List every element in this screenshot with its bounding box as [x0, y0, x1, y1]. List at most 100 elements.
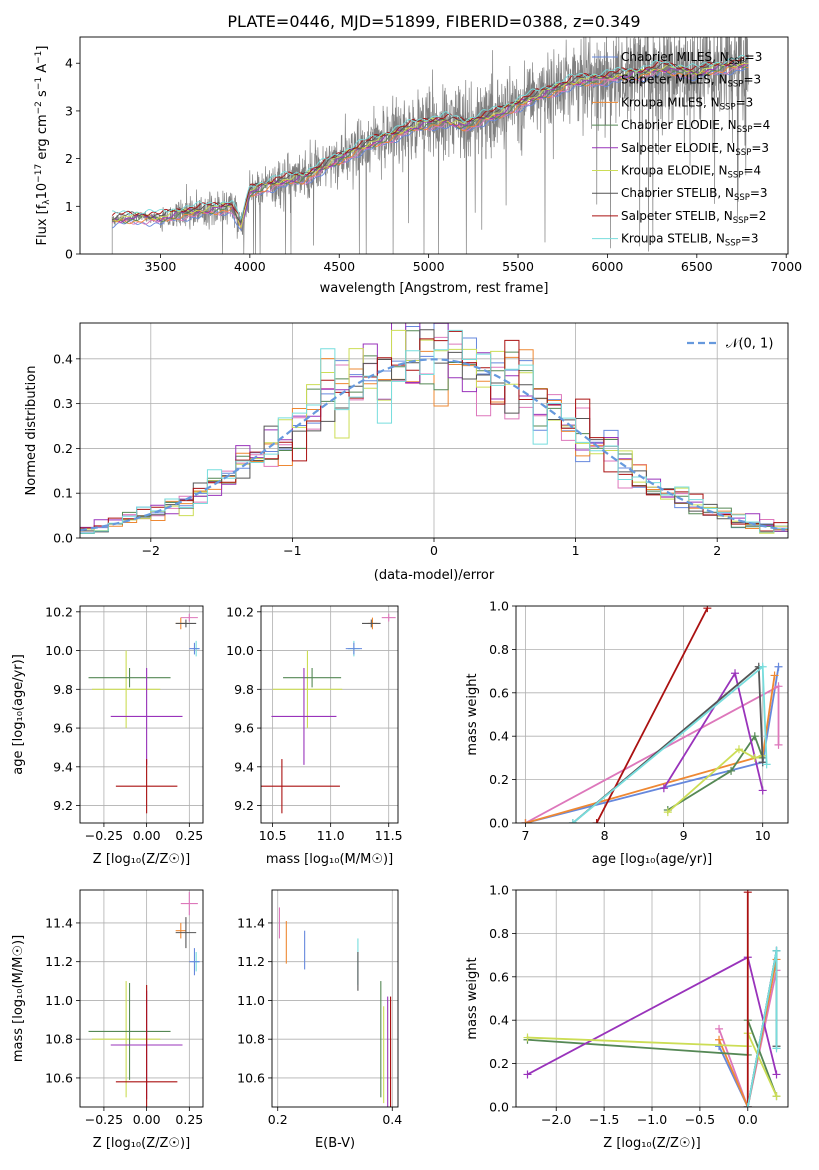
y-tick-label: 9.2 — [53, 798, 73, 813]
y-tick-label: 9.8 — [234, 682, 254, 697]
x-tick-label: 6500 — [681, 259, 713, 274]
x-tick-label: 1 — [572, 543, 580, 558]
plot-area-weight_vs_Z — [516, 890, 788, 1107]
plot-area-mass_vs_ebv — [272, 890, 398, 1107]
y-tick-label: 10.2 — [45, 604, 73, 619]
axes-frame — [260, 605, 399, 824]
weight-line-chabrier_miles — [525, 666, 780, 823]
axes-frame — [79, 605, 204, 824]
x-axis-label: mass [log₁₀(M/M☉)] — [266, 852, 393, 867]
axes-frame — [515, 605, 789, 824]
weight-marker-kroupa_elodie — [750, 753, 759, 762]
weight-marker-kroupa_stelib — [772, 946, 781, 955]
plot-area-residuals — [80, 323, 788, 538]
x-axis-label: Z [log₁₀(Z/Z☉)] — [93, 1136, 190, 1151]
y-tick-label: 0.2 — [53, 441, 73, 456]
y-tick-label: 0.2 — [489, 1056, 509, 1071]
x-axis-label: wavelength [Angstrom, rest frame] — [320, 281, 549, 296]
y-axis-label: mass weight — [465, 673, 480, 755]
x-tick-label: −0.25 — [85, 1112, 123, 1127]
legend-entry-salpeter_stelib: Salpeter STELIB, NSSP=2 — [621, 209, 766, 226]
x-tick-label: −0.25 — [85, 828, 123, 843]
x-tick-label: 3500 — [145, 259, 177, 274]
x-tick-label: 11.0 — [317, 828, 345, 843]
weight-marker-kroupa_elodie — [734, 745, 743, 754]
x-tick-label: 5500 — [502, 259, 534, 274]
axes-weight_vs_Z: −2.0 −1.5 −1.0 −0.5 0.0 0.0 0.2 0.4 0.6 0.8 1.0 Z [… — [465, 883, 789, 1151]
y-tick-label: 9.6 — [234, 721, 254, 736]
x-tick-label: 11.5 — [375, 828, 403, 843]
x-axis-label: Z [log₁₀(Z/Z☉)] — [93, 852, 190, 867]
y-tick-label: 0.3 — [53, 396, 73, 411]
y-tick-label: 0.8 — [489, 926, 509, 941]
axes-frame — [79, 36, 789, 255]
weight-marker-kroupa_stelib — [758, 662, 767, 671]
y-axis-label: mass weight — [465, 957, 480, 1039]
legend-entry-salpeter_elodie: Salpeter ELODIE, NSSP=3 — [621, 141, 769, 158]
x-axis-label: age [log₁₀(age/yr)] — [592, 852, 713, 867]
y-tick-label: 2 — [65, 151, 73, 166]
x-tick-label: 2 — [713, 543, 721, 558]
weight-marker-chabrier_stelib — [758, 758, 767, 767]
weight-marker-chabrier_elodie — [727, 766, 736, 775]
x-axis-label: (data-model)/error — [374, 568, 495, 583]
y-tick-label: 9.2 — [234, 798, 254, 813]
y-tick-label: 9.4 — [53, 759, 73, 774]
legend-entry-chabrier_stelib: Chabrier STELIB, NSSP=3 — [621, 186, 768, 203]
weight-marker-salpeter_elodie — [772, 1070, 781, 1079]
x-tick-label: 7 — [522, 828, 530, 843]
weight-line-chabrier_elodie — [667, 734, 764, 811]
weight-marker-chabrier_miles — [774, 662, 783, 671]
y-tick-label: 10.6 — [45, 1070, 73, 1085]
x-tick-label: 0.00 — [133, 828, 161, 843]
x-tick-label: −1 — [283, 543, 301, 558]
weight-marker-kroupa_stelib — [762, 760, 771, 769]
histogram-kroupa_stelib — [80, 329, 788, 534]
axes-mass_vs_Z: −0.25 0.00 0.25 10.6 10.8 11.0 11.2 11.4 Z [log₁… — [11, 889, 204, 1151]
plot-area-weight_vs_age — [516, 606, 788, 823]
y-tick-label: 0.0 — [53, 531, 73, 546]
weight-marker-salpeter_stelib — [703, 606, 712, 613]
plot-area-spectrum — [111, 37, 749, 254]
histogram-chabrier_stelib — [80, 329, 788, 533]
y-axis-label: mass [log₁₀(M/M☉)] — [11, 935, 26, 1062]
y-tick-label: 0.4 — [489, 729, 509, 744]
y-tick-label: 0.4 — [489, 1013, 509, 1028]
histogram-salpeter_elodie — [80, 323, 788, 532]
y-tick-label: 0.0 — [489, 816, 509, 831]
y-tick-label: 10.8 — [45, 1032, 73, 1047]
weight-marker-kroupa_miles — [715, 1035, 724, 1044]
axes-age_vs_mass: 10.5 11.0 11.5 9.2 9.4 9.6 9.8 10.0 10.2 mass [lo… — [226, 604, 403, 867]
x-tick-label: 0.4 — [382, 1112, 402, 1127]
x-tick-label: 0.0 — [738, 1112, 758, 1127]
x-tick-label: −2.0 — [541, 1112, 571, 1127]
y-tick-label: 3 — [65, 103, 73, 118]
x-tick-label: 4500 — [323, 259, 355, 274]
y-tick-label: 10.2 — [226, 604, 254, 619]
x-tick-label: 9 — [680, 828, 688, 843]
axes-frame — [79, 889, 204, 1108]
y-tick-label: 11.4 — [237, 915, 265, 930]
y-tick-label: 0.0 — [489, 1100, 509, 1115]
weight-marker-kroupa_stelib — [743, 1103, 752, 1107]
y-tick-label: 1.0 — [489, 883, 509, 898]
y-tick-label: 11.4 — [45, 915, 73, 930]
x-tick-label: 5000 — [413, 259, 445, 274]
model-spectrum-salpeter_miles — [111, 64, 749, 230]
observed-spectrum — [111, 37, 749, 254]
y-tick-label: 4 — [65, 56, 73, 71]
weight-line-salpeter_miles — [525, 684, 780, 823]
y-tick-label: 0.8 — [489, 642, 509, 657]
legend-entry-chabrier_miles: Chabrier MILES, NSSP=3 — [621, 50, 762, 67]
y-tick-label: 11.2 — [237, 954, 265, 969]
x-tick-label: 10 — [755, 828, 771, 843]
weight-marker-kroupa_miles — [521, 819, 530, 823]
weight-marker-salpeter_elodie — [523, 1070, 532, 1079]
y-tick-label: 1 — [65, 199, 73, 214]
weight-marker-kroupa_elodie — [663, 808, 672, 817]
y-tick-label: 0.4 — [53, 351, 73, 366]
legend-entry-chabrier_elodie: Chabrier ELODIE, NSSP=4 — [621, 118, 770, 135]
y-tick-label: 11.2 — [45, 954, 73, 969]
axes-residuals: −2 −1 0 1 2 0.0 0.1 0.2 0.3 0.4 (data-model)/error… — [24, 322, 789, 583]
